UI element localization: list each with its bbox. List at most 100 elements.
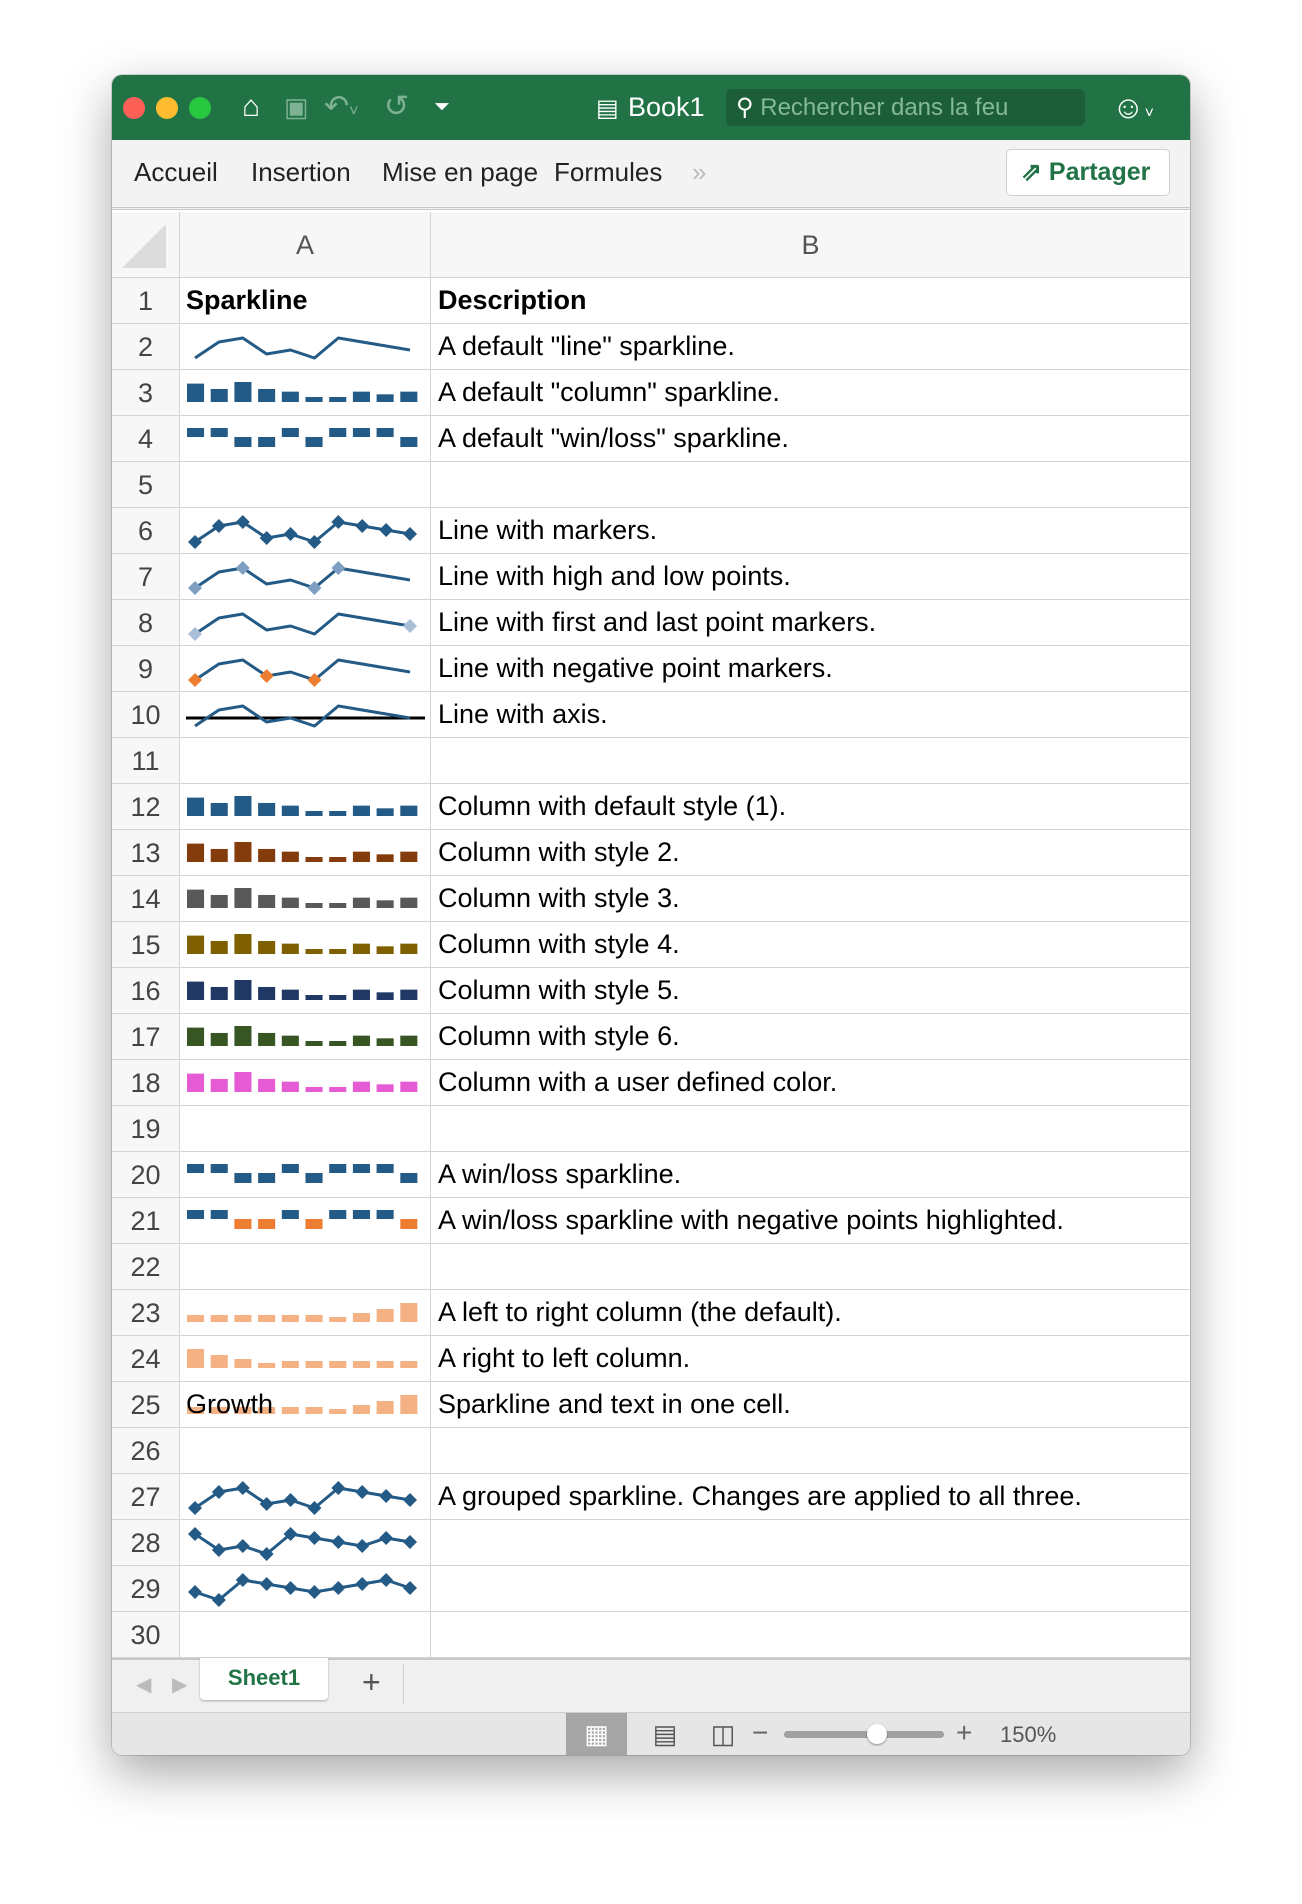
normal-view-icon[interactable]: ▦	[566, 1713, 627, 1755]
search-field[interactable]: ⚲ Rechercher dans la feu	[726, 89, 1085, 126]
row-header[interactable]: 29	[112, 1566, 180, 1612]
row-header[interactable]: 13	[112, 830, 180, 876]
row-header[interactable]: 7	[112, 554, 180, 600]
cell-b[interactable]: A default "line" sparkline.	[431, 324, 1190, 370]
row-header[interactable]: 9	[112, 646, 180, 692]
row-header[interactable]: 8	[112, 600, 180, 646]
cell-b[interactable]: Column with default style (1).	[431, 784, 1190, 830]
smiley-feedback-icon[interactable]: ☺˅	[1112, 89, 1155, 125]
page-break-view-icon[interactable]: ◫	[710, 1719, 736, 1749]
row-header[interactable]: 6	[112, 508, 180, 554]
home-icon[interactable]: ⌂	[242, 90, 261, 123]
cell-a[interactable]	[180, 554, 431, 600]
cell-a[interactable]	[180, 692, 431, 738]
cell-b[interactable]: Column with style 4.	[431, 922, 1190, 968]
cell-b[interactable]: Line with high and low points.	[431, 554, 1190, 600]
cell-b[interactable]	[431, 1428, 1190, 1474]
cell-b[interactable]: A win/loss sparkline.	[431, 1152, 1190, 1198]
cell-a[interactable]	[180, 1198, 431, 1244]
customize-toolbar-icon[interactable]: ⏷	[434, 96, 450, 118]
tab-accueil[interactable]: Accueil	[134, 157, 218, 187]
row-header[interactable]: 19	[112, 1106, 180, 1152]
cell-a[interactable]: Growth	[180, 1382, 431, 1428]
row-header[interactable]: 5	[112, 462, 180, 508]
cell-a[interactable]	[180, 922, 431, 968]
cell-b[interactable]	[431, 462, 1190, 508]
page-layout-view-icon[interactable]: ▤	[652, 1719, 678, 1749]
cell-a[interactable]: Sparkline	[180, 278, 431, 324]
cell-b[interactable]: Column with style 5.	[431, 968, 1190, 1014]
zoom-window-button[interactable]	[189, 97, 211, 119]
cell-b[interactable]: Line with axis.	[431, 692, 1190, 738]
cell-a[interactable]	[180, 508, 431, 554]
row-header[interactable]: 12	[112, 784, 180, 830]
cell-a[interactable]	[180, 324, 431, 370]
cell-a[interactable]	[180, 1290, 431, 1336]
row-header[interactable]: 26	[112, 1428, 180, 1474]
row-header[interactable]: 21	[112, 1198, 180, 1244]
cell-a[interactable]	[180, 1014, 431, 1060]
cell-b[interactable]: Column with style 2.	[431, 830, 1190, 876]
row-header[interactable]: 3	[112, 370, 180, 416]
row-header[interactable]: 28	[112, 1520, 180, 1566]
cell-a[interactable]	[180, 370, 431, 416]
cell-a[interactable]	[180, 830, 431, 876]
minimize-window-button[interactable]	[156, 97, 178, 119]
cell-a[interactable]	[180, 1428, 431, 1474]
cell-b[interactable]: Line with negative point markers.	[431, 646, 1190, 692]
cell-b[interactable]	[431, 1244, 1190, 1290]
cell-a[interactable]	[180, 646, 431, 692]
zoom-level[interactable]: 150%	[1000, 1722, 1057, 1747]
row-header[interactable]: 23	[112, 1290, 180, 1336]
row-header[interactable]: 14	[112, 876, 180, 922]
cell-b[interactable]: Description	[431, 278, 1190, 324]
cell-a[interactable]	[180, 1520, 431, 1566]
cell-a[interactable]	[180, 968, 431, 1014]
row-header[interactable]: 27	[112, 1474, 180, 1520]
row-header[interactable]: 4	[112, 416, 180, 462]
cell-a[interactable]	[180, 784, 431, 830]
cell-a[interactable]	[180, 600, 431, 646]
close-window-button[interactable]	[123, 97, 145, 119]
cell-b[interactable]: Column with style 6.	[431, 1014, 1190, 1060]
undo-icon[interactable]: ↶˅	[324, 90, 359, 123]
row-header[interactable]: 25	[112, 1382, 180, 1428]
cell-a[interactable]	[180, 416, 431, 462]
row-header[interactable]: 15	[112, 922, 180, 968]
tab-formules[interactable]: Formules	[554, 157, 663, 187]
next-sheet-arrow-icon[interactable]: ▶	[172, 1674, 188, 1696]
cell-a[interactable]	[180, 1566, 431, 1612]
cell-b[interactable]: Column with a user defined color.	[431, 1060, 1190, 1106]
cell-b[interactable]: A left to right column (the default).	[431, 1290, 1190, 1336]
row-header[interactable]: 2	[112, 324, 180, 370]
row-header[interactable]: 1	[112, 278, 180, 324]
add-sheet-button[interactable]: +	[362, 1664, 381, 1700]
cell-b[interactable]: A win/loss sparkline with negative point…	[431, 1198, 1190, 1244]
row-header[interactable]: 11	[112, 738, 180, 784]
zoom-slider-knob[interactable]	[866, 1724, 887, 1744]
cell-b[interactable]: Column with style 3.	[431, 876, 1190, 922]
row-header[interactable]: 17	[112, 1014, 180, 1060]
row-header[interactable]: 24	[112, 1336, 180, 1382]
cell-b[interactable]: Sparkline and text in one cell.	[431, 1382, 1190, 1428]
redo-icon[interactable]: ↺	[384, 90, 410, 123]
cell-a[interactable]	[180, 1106, 431, 1152]
row-header[interactable]: 30	[112, 1612, 180, 1658]
cell-a[interactable]	[180, 1336, 431, 1382]
cell-a[interactable]	[180, 1612, 431, 1658]
row-header[interactable]: 22	[112, 1244, 180, 1290]
tab-insertion[interactable]: Insertion	[251, 157, 351, 187]
cell-b[interactable]: A default "column" sparkline.	[431, 370, 1190, 416]
select-all-corner[interactable]	[112, 212, 180, 278]
cell-b[interactable]	[431, 1566, 1190, 1612]
cell-a[interactable]	[180, 1060, 431, 1106]
column-header-b[interactable]: B	[431, 212, 1190, 278]
cell-a[interactable]	[180, 1474, 431, 1520]
cell-b[interactable]	[431, 1612, 1190, 1658]
tab-mise-en-page[interactable]: Mise en page	[382, 157, 539, 187]
cell-b[interactable]: A grouped sparkline. Changes are applied…	[431, 1474, 1190, 1520]
cell-b[interactable]	[431, 1106, 1190, 1152]
zoom-slider[interactable]	[784, 1724, 944, 1744]
cell-a[interactable]	[180, 1152, 431, 1198]
cell-b[interactable]	[431, 1520, 1190, 1566]
